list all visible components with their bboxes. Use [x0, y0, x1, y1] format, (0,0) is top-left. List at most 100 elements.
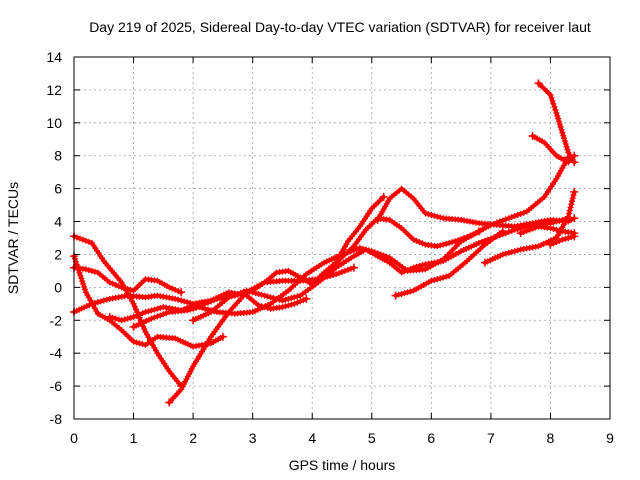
data-point — [425, 211, 432, 218]
data-point — [523, 227, 530, 234]
data-point — [127, 314, 134, 321]
y-tick-label: 4 — [54, 214, 62, 230]
y-tick-label: 0 — [54, 279, 62, 295]
data-point — [570, 214, 579, 223]
data-point — [566, 207, 573, 214]
data-point — [546, 240, 555, 249]
data-point — [189, 316, 198, 325]
data-point — [291, 300, 298, 307]
y-tick-label: 10 — [46, 115, 62, 131]
data-point — [558, 126, 565, 133]
data-point — [398, 290, 405, 297]
data-point — [410, 236, 417, 243]
data-point — [169, 285, 176, 292]
y-tick-label: 12 — [46, 82, 62, 98]
y-tick-label: 8 — [54, 148, 62, 164]
data-point — [270, 295, 277, 302]
data-point — [478, 238, 485, 245]
data-point — [555, 118, 562, 125]
data-point — [556, 227, 563, 234]
data-point — [563, 143, 570, 150]
data-point — [561, 138, 568, 145]
data-point — [246, 288, 253, 295]
data-point — [428, 211, 435, 218]
data-point — [85, 267, 92, 274]
data-point — [202, 305, 209, 312]
data-point — [550, 240, 557, 247]
data-point — [401, 268, 408, 275]
data-point — [279, 304, 286, 311]
data-point — [151, 314, 158, 321]
data-point — [373, 215, 382, 224]
data-point — [534, 79, 543, 88]
data-point — [437, 275, 444, 282]
data-point — [347, 265, 354, 272]
data-point — [553, 226, 560, 233]
data-point — [300, 297, 307, 304]
data-point — [428, 277, 435, 284]
series-track-4 — [70, 252, 227, 350]
series-group — [70, 79, 579, 407]
data-point — [81, 286, 88, 293]
data-point — [237, 289, 244, 296]
data-point — [80, 280, 87, 287]
data-point — [349, 263, 358, 272]
x-tick-label: 2 — [189, 430, 197, 446]
data-point — [416, 239, 423, 246]
data-point — [567, 204, 574, 211]
data-point — [446, 239, 453, 246]
data-point — [336, 270, 343, 277]
data-point — [410, 264, 417, 271]
data-point — [133, 312, 140, 319]
data-point — [422, 210, 429, 217]
series-track-15 — [534, 79, 579, 167]
data-point — [163, 310, 170, 317]
data-point — [548, 94, 555, 101]
data-point — [560, 132, 567, 139]
data-point — [565, 213, 572, 220]
data-point — [71, 255, 78, 262]
data-point — [568, 234, 575, 241]
data-point — [142, 309, 149, 316]
data-point — [264, 293, 271, 300]
data-point — [508, 214, 515, 221]
data-point — [440, 274, 447, 281]
data-point — [112, 281, 119, 288]
y-tick-label: 6 — [54, 181, 62, 197]
data-point — [480, 258, 489, 267]
data-point — [205, 299, 211, 306]
data-point — [565, 235, 572, 241]
data-point — [529, 225, 536, 232]
data-point — [130, 300, 137, 307]
x-tick-label: 0 — [70, 430, 78, 446]
data-point — [288, 295, 295, 302]
data-point — [551, 103, 558, 110]
data-point — [124, 286, 131, 293]
x-tick-label: 6 — [427, 430, 435, 446]
data-point — [100, 297, 107, 304]
data-point — [178, 297, 185, 304]
data-point — [440, 241, 447, 248]
data-point — [175, 288, 182, 295]
data-point — [297, 298, 304, 305]
data-point — [294, 293, 301, 300]
data-point — [273, 295, 280, 302]
data-point — [356, 244, 363, 251]
data-point — [291, 294, 298, 301]
data-point — [566, 210, 573, 217]
series-track-10 — [373, 185, 579, 230]
data-point — [190, 305, 197, 312]
data-point — [391, 291, 400, 300]
data-point — [166, 284, 173, 291]
data-point — [570, 187, 579, 196]
data-point — [172, 295, 179, 302]
x-tick-label: 4 — [308, 430, 316, 446]
data-point — [443, 240, 450, 247]
data-point — [554, 112, 561, 119]
data-point — [339, 269, 345, 276]
data-point — [353, 245, 360, 252]
data-point — [225, 294, 232, 301]
data-point — [288, 301, 295, 308]
data-point — [557, 124, 564, 131]
data-point — [154, 313, 161, 320]
